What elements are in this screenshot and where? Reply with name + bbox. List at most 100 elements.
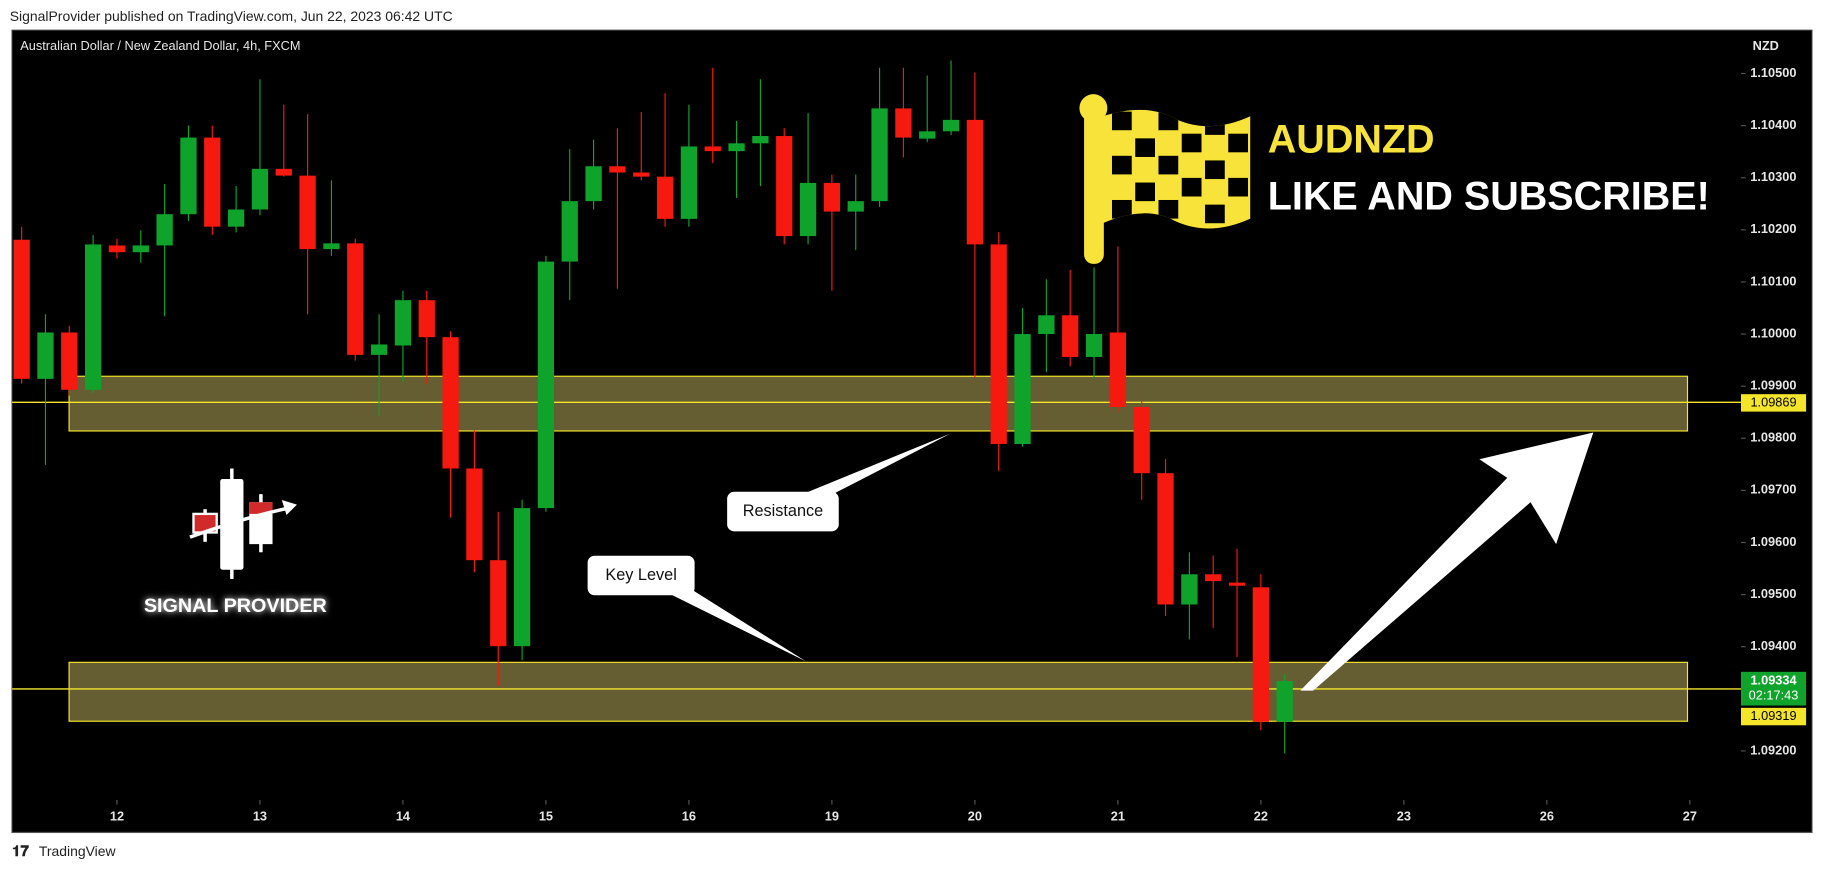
- y-tick-label: 1.09400: [1750, 638, 1796, 653]
- callout-key-level: Key Level: [587, 555, 807, 662]
- flag-check: [1135, 138, 1155, 157]
- zone: [68, 375, 1689, 432]
- y-tick-label: 1.09700: [1750, 482, 1796, 497]
- flag-check: [1181, 133, 1202, 153]
- candle-body: [609, 166, 626, 173]
- zone: [68, 661, 1689, 722]
- level-label-box: [1740, 394, 1807, 412]
- x-tick-label: 26: [1540, 809, 1554, 824]
- candle-body: [895, 108, 912, 138]
- candle-body: [561, 201, 578, 262]
- candle-body: [990, 244, 1007, 444]
- footer-logo: 𝟏𝟕: [12, 843, 29, 860]
- candle-body: [61, 332, 78, 390]
- last-price-box: [1740, 671, 1807, 706]
- candle-body: [370, 344, 388, 355]
- flag-icon: [1079, 94, 1251, 264]
- candle-body: [728, 143, 745, 152]
- x-tick-label: 22: [1254, 809, 1268, 824]
- candle-body: [299, 175, 316, 250]
- candle-body: [776, 136, 793, 237]
- callout-pointer: [663, 590, 807, 662]
- flag-check: [1181, 177, 1202, 197]
- y-tick-label: 1.10100: [1750, 273, 1796, 288]
- candle-body: [1205, 574, 1222, 582]
- candle-body: [656, 176, 674, 219]
- logo-arrowhead: [281, 499, 297, 516]
- candle-body: [871, 108, 888, 202]
- y-tick-label: 1.09800: [1750, 430, 1796, 445]
- candle-body: [966, 119, 984, 245]
- candle-body: [1085, 334, 1103, 357]
- candle-body: [204, 137, 221, 227]
- flag-check: [1111, 111, 1132, 131]
- candle-body: [847, 201, 864, 212]
- candle-body: [585, 166, 602, 202]
- footer: TradingView: [39, 843, 117, 859]
- flag-check: [1135, 182, 1155, 202]
- level-label: 1.09869: [1750, 394, 1796, 409]
- x-tick-label: 19: [825, 809, 839, 824]
- candle-body: [752, 136, 769, 144]
- candle-body: [942, 119, 960, 132]
- x-tick-label: 15: [539, 809, 553, 824]
- candles: [13, 60, 1293, 754]
- candle-body: [394, 300, 412, 346]
- x-tick-label: 27: [1683, 809, 1697, 824]
- candle-body: [132, 245, 149, 253]
- logo-swoosh: [189, 506, 290, 539]
- x-tick-label: 13: [253, 809, 267, 824]
- flag-check: [1228, 133, 1249, 153]
- flag-checks: [1111, 111, 1249, 224]
- candle-body: [1252, 587, 1270, 722]
- callout-text: Key Level: [605, 566, 676, 584]
- last-price-label: 1.09334: [1750, 672, 1797, 687]
- x-tick-label: 16: [682, 809, 696, 824]
- headline-symbol: AUDNZD: [1268, 117, 1435, 161]
- callout-box: [587, 555, 695, 596]
- candle-body: [680, 146, 698, 219]
- candle-body: [490, 560, 507, 647]
- callout-text: Resistance: [743, 502, 823, 520]
- candle-body: [466, 468, 483, 561]
- candle-body: [1014, 334, 1031, 444]
- candle-body: [347, 243, 364, 355]
- currency: NZD: [1753, 38, 1779, 53]
- candle-body: [799, 182, 817, 237]
- candle-body: [919, 131, 936, 139]
- flag-check: [1158, 199, 1179, 219]
- x-tick-label: 12: [110, 809, 124, 824]
- flag-check: [1204, 204, 1225, 224]
- y-tick-label: 1.09600: [1750, 534, 1796, 549]
- x-tick-label: 23: [1397, 809, 1411, 824]
- x-tick-label: 20: [968, 809, 982, 824]
- candle-body: [84, 244, 102, 390]
- headline-call: LIKE AND SUBSCRIBE!: [1268, 174, 1710, 218]
- level-label: 1.09319: [1750, 708, 1796, 723]
- candle-body: [1109, 332, 1127, 407]
- candle-body: [1062, 315, 1079, 357]
- candle-body: [418, 300, 435, 338]
- zones: [12, 375, 1741, 722]
- candle-body: [513, 508, 531, 647]
- x-tick-label: 14: [396, 809, 411, 824]
- flag-check: [1111, 155, 1132, 175]
- y-tick-label: 1.10300: [1750, 169, 1796, 184]
- candle-body: [1181, 574, 1198, 605]
- logo-text: SIGNAL PROVIDER: [144, 595, 327, 617]
- candle-body: [704, 146, 721, 152]
- y-tick-label: 1.09900: [1750, 378, 1796, 393]
- flag-check: [1228, 177, 1249, 197]
- callout-box: [727, 491, 839, 532]
- candle-body: [633, 172, 650, 177]
- candle-body: [323, 243, 340, 250]
- y-tick-label: 1.09200: [1750, 742, 1796, 757]
- candle-body: [442, 337, 459, 469]
- flag-check: [1111, 199, 1132, 219]
- candle-body: [1228, 582, 1246, 586]
- candle-body: [251, 168, 269, 210]
- candle-body: [156, 214, 173, 246]
- flag-check: [1204, 160, 1225, 180]
